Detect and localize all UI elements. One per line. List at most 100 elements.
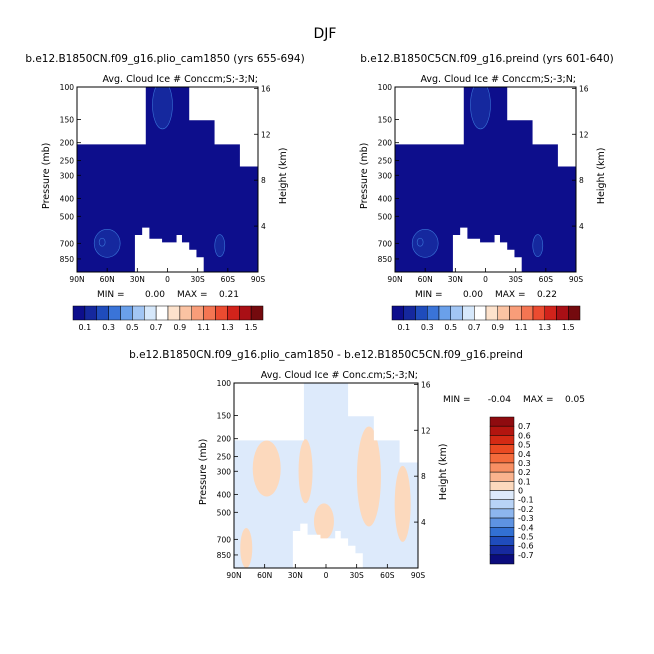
- y-tick-label: 250: [60, 157, 75, 166]
- colorbar-label: 0.5: [126, 323, 139, 332]
- colorbar-label: 0.4: [518, 450, 531, 459]
- colorbar-label: 1.3: [538, 323, 551, 332]
- min-value: 0.00: [463, 290, 483, 300]
- colorbar-swatch: [489, 416, 515, 427]
- field-contour-0: [470, 87, 491, 130]
- max-label: MAX =: [523, 395, 554, 405]
- height-tick-label: 16: [261, 84, 271, 93]
- height-tick-label: 8: [421, 472, 426, 481]
- colorbar-label: 0.5: [444, 323, 457, 332]
- colorbar-label: 0.7: [150, 323, 163, 332]
- colorbar-label: 1.1: [197, 323, 210, 332]
- y-axis-label: Pressure (mb): [359, 143, 370, 209]
- min-label: MIN =: [97, 290, 125, 300]
- colorbar-swatch: [438, 305, 451, 321]
- y-tick-label: 100: [217, 379, 232, 388]
- x-tick-label: 90N: [69, 275, 84, 284]
- colorbar-label: 0.1: [518, 477, 531, 486]
- x-tick-label: 90N: [226, 571, 241, 580]
- colorbar-swatch: [489, 425, 515, 436]
- x-tick-label: 60S: [380, 571, 395, 580]
- panel-variable-title: Avg. Cloud Ice # Conc.: [102, 74, 210, 85]
- colorbar-swatch: [474, 305, 487, 321]
- colorbar-swatch: [497, 305, 510, 321]
- x-tick-label: 90N: [387, 275, 402, 284]
- colorbar-label: 0.3: [102, 323, 115, 332]
- field-contour-3: [532, 234, 544, 257]
- colorbar-label: 0.6: [518, 431, 531, 440]
- height-tick-label: 4: [421, 518, 426, 527]
- field-contour-0: [152, 87, 173, 130]
- colorbar-swatch: [489, 536, 515, 546]
- y-tick-label: 200: [60, 139, 75, 148]
- max-label: MAX =: [495, 290, 526, 300]
- colorbar-swatch: [462, 305, 475, 321]
- field-contour-4: [313, 503, 334, 540]
- colorbar-swatch: [155, 305, 169, 321]
- colorbar-swatch: [203, 305, 216, 321]
- x-tick-label: 60S: [221, 275, 236, 284]
- colorbar-swatch: [489, 527, 515, 537]
- colorbar-swatch: [167, 305, 181, 321]
- field-contour-0: [356, 426, 381, 527]
- colorbar-label: -0.7: [518, 551, 534, 560]
- colorbar-swatch: [227, 305, 240, 321]
- panel-run-title: b.e12.B1850CN.f09_g16.plio_cam1850 (yrs …: [25, 53, 304, 65]
- height-axis-label: Height (km): [438, 444, 449, 501]
- y-tick-label: 150: [217, 412, 232, 421]
- x-tick-label: 90S: [411, 571, 426, 580]
- colorbar-swatch: [544, 305, 557, 321]
- colorbar-label: 0.3: [421, 323, 434, 332]
- y-tick-label: 100: [378, 83, 393, 92]
- max-value: 0.22: [537, 290, 557, 300]
- x-tick-label: 30N: [448, 275, 463, 284]
- colorbar-swatch: [489, 499, 515, 510]
- field-contour-3: [298, 439, 313, 504]
- panel-units: cm;S;-3;N;: [526, 74, 576, 85]
- field-contour-1: [394, 465, 411, 542]
- y-tick-label: 700: [378, 239, 393, 248]
- colorbar-swatch: [215, 305, 228, 321]
- field-contour-2: [252, 440, 281, 497]
- colorbar-label: 0.7: [468, 323, 481, 332]
- y-tick-label: 400: [217, 490, 232, 499]
- colorbar-label: 0: [518, 487, 523, 496]
- x-tick-label: 0: [324, 571, 329, 580]
- x-tick-label: 30S: [191, 275, 206, 284]
- colorbar-label: -0.3: [518, 514, 534, 523]
- colorbar-swatch: [485, 305, 498, 321]
- x-tick-label: 0: [483, 275, 488, 284]
- colorbar-swatch: [144, 305, 157, 321]
- y-axis-label: Pressure (mb): [41, 143, 52, 209]
- colorbar-swatch: [556, 305, 569, 321]
- y-tick-label: 150: [60, 116, 75, 125]
- colorbar-swatch: [489, 545, 515, 556]
- colorbar-label: 0.7: [518, 422, 531, 431]
- x-tick-label: 60S: [539, 275, 554, 284]
- colorbar-swatch: [72, 305, 86, 321]
- height-axis-label: Height (km): [278, 148, 289, 205]
- min-label: MIN =: [443, 395, 471, 405]
- colorbar: 0.1 0.3 0.5 0.7 0.9 1.1 1.3 1.5: [72, 305, 264, 332]
- y-tick-label: 400: [60, 194, 75, 203]
- x-tick-label: 0: [165, 275, 170, 284]
- field-contour-2: [416, 237, 424, 247]
- colorbar-swatch: [120, 305, 133, 321]
- y-tick-label: 300: [217, 467, 232, 476]
- colorbar-label: 1.5: [562, 323, 575, 332]
- max-value: 0.21: [219, 290, 239, 300]
- colorbar-swatch: [489, 517, 515, 528]
- colorbar-swatch: [191, 305, 204, 321]
- panels: b.e12.B1850CN.f09_g16.plio_cam1850 (yrs …: [25, 53, 613, 580]
- x-tick-label: 60N: [418, 275, 433, 284]
- height-tick-label: 16: [579, 84, 589, 93]
- colorbar-label: 0.1: [397, 323, 410, 332]
- colorbar-swatch: [108, 305, 121, 321]
- panel-top-right: b.e12.B1850C5CN.f09_g16.preind (yrs 601-…: [359, 53, 614, 332]
- colorbar-swatch: [427, 305, 440, 321]
- colorbar-swatch: [250, 305, 264, 321]
- panel-run-title: b.e12.B1850C5CN.f09_g16.preind (yrs 601-…: [360, 53, 613, 65]
- colorbar-label: -0.5: [518, 532, 534, 541]
- ground-mask: [134, 227, 204, 272]
- field-contour-6: [290, 406, 301, 435]
